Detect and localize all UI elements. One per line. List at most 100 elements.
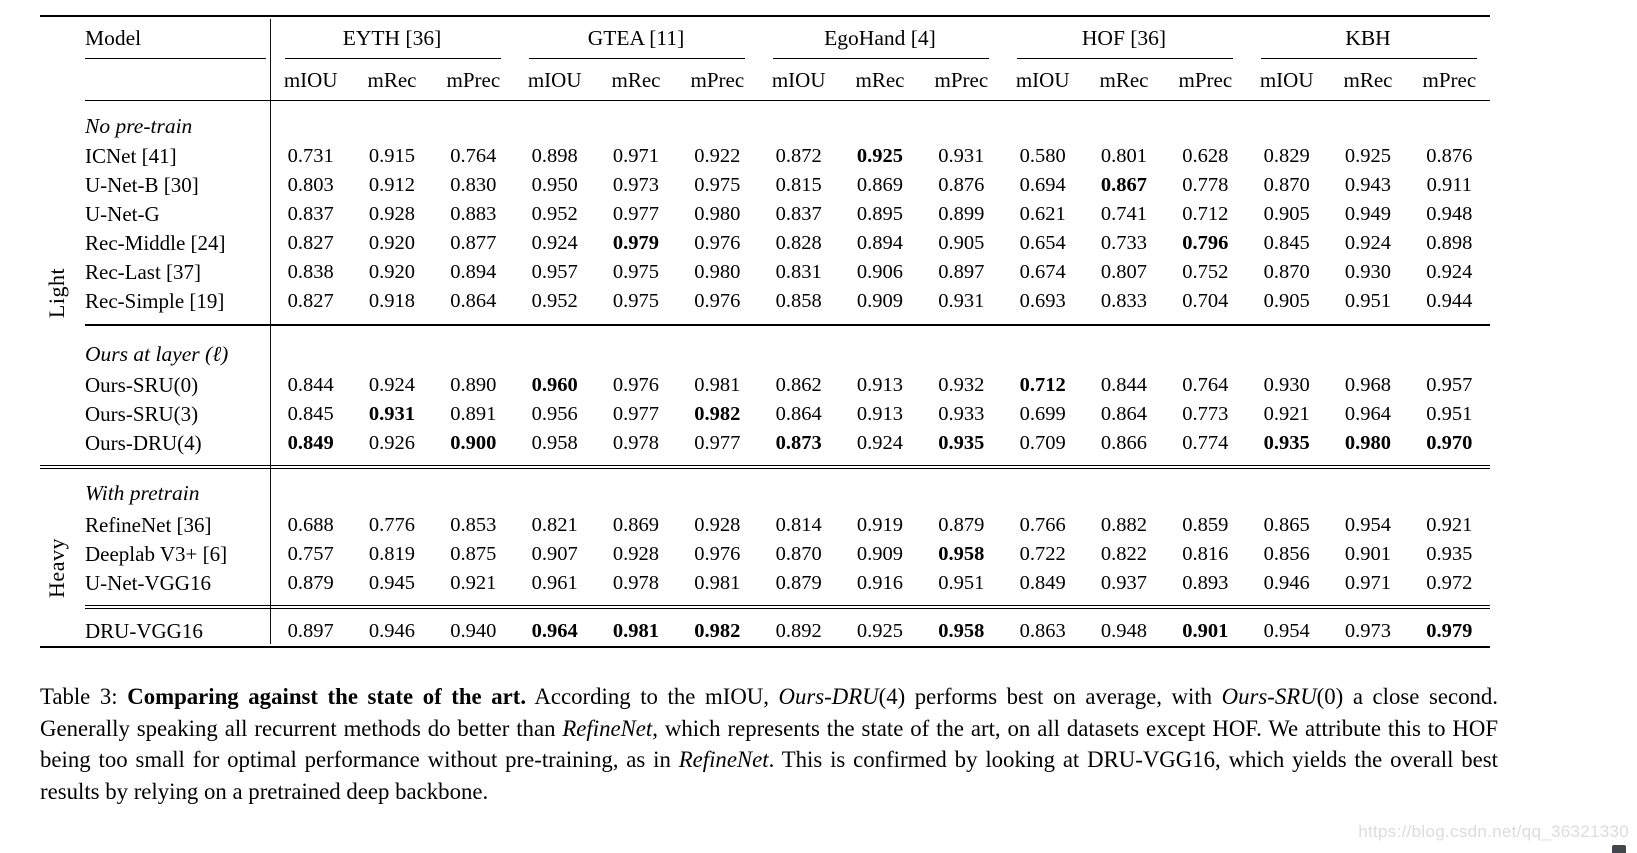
metric-header: mIOU [1015,67,1070,92]
metric-value: 0.979 [612,232,660,254]
metric-value: 0.869 [856,174,904,196]
metric-value: 0.895 [856,203,904,225]
metric-value: 0.919 [856,514,904,536]
metric-value: 0.957 [531,261,578,283]
metric-header: mRec [855,67,905,92]
metric-value: 0.975 [612,290,660,312]
metric-value: 0.764 [450,145,497,167]
metric-header-row: mIOU mRec mPrec mIOU mRec mPrec mIOU mRec mPrec m… [40,59,1490,101]
dataset-header: EgoHand [4] [824,25,936,50]
model-name: Deeplab V3+ [6] [85,542,228,566]
side-label-light-text: Light [44,267,70,319]
metric-value: 0.833 [1100,290,1148,312]
metric-value: 0.819 [368,543,416,565]
rule-row [40,598,1490,616]
metric-value: 0.899 [938,203,985,225]
metric-value: 0.890 [450,374,497,396]
metric-value: 0.949 [1344,203,1392,225]
metric-value: 0.876 [1426,145,1473,167]
header-bottom-rule [85,99,1490,101]
dataset-header-rule [285,57,501,59]
metric-header: mRec [367,67,417,92]
metric-value: 0.960 [531,374,578,396]
metric-value: 0.864 [1100,403,1148,425]
metric-header: mIOU [1259,67,1314,92]
metric-value: 0.580 [1019,145,1066,167]
metric-header: mIOU [283,67,338,92]
model-name: U-Net-B [30] [85,173,199,197]
metric-value: 0.829 [1263,145,1310,167]
metric-value: 0.976 [694,543,741,565]
metric-value: 0.858 [775,290,822,312]
metric-value: 0.879 [775,572,822,594]
metric-value: 0.856 [1263,543,1310,565]
model-column-header: Model [85,25,142,50]
table-row: Ours-SRU(3) 0.845 0.931 0.891 0.956 0.977 0.98… [40,400,1490,429]
metric-value: 0.912 [368,174,416,196]
metric-value: 0.837 [287,203,334,225]
results-table: Model EYTH [36] GTEA [11] EgoHand [4] HOF [3… [40,15,1490,648]
model-name: Rec-Simple [19] [85,289,225,313]
metric-value: 0.845 [1263,232,1310,254]
metric-value: 0.654 [1019,232,1066,254]
metric-value: 0.741 [1100,203,1148,225]
metric-value: 0.980 [1344,432,1392,454]
metric-value: 0.948 [1100,619,1148,642]
model-name: DRU-VGG16 [85,618,203,643]
model-name: Rec-Last [37] [85,260,202,284]
metric-value: 0.911 [1426,174,1473,196]
metric-value: 0.872 [775,145,822,167]
metric-value: 0.722 [1019,543,1066,565]
metric-value: 0.932 [938,374,985,396]
metric-value: 0.879 [938,514,985,536]
metric-value: 0.924 [531,232,578,254]
caption-segment: Comparing against the state of the art. [127,684,527,709]
metric-header: mRec [1343,67,1393,92]
metric-value: 0.913 [856,374,904,396]
metric-value: 0.894 [450,261,497,283]
rule-line [85,607,1490,610]
metric-value: 0.935 [938,432,985,454]
metric-value: 0.952 [531,290,578,312]
metric-value: 0.862 [775,374,822,396]
metric-value: 0.870 [775,543,822,565]
caption-segment: Ours-DRU [778,684,879,709]
metric-value: 0.863 [1019,619,1066,642]
metric-value: 0.807 [1100,261,1148,283]
caption-segment: Ours-SRU [1221,684,1317,709]
metric-value: 0.827 [287,232,334,254]
metric-value: 0.844 [287,374,334,396]
metric-value: 0.920 [368,261,416,283]
section-heading-row: Ours at layer (ℓ) [40,334,1490,371]
metric-value: 0.883 [450,203,497,225]
table-row: Rec-Simple [19] 0.827 0.918 0.864 0.952 0.975… [40,287,1490,316]
metric-value: 0.898 [531,145,578,167]
section-heading-row: No pre-train [40,101,1490,142]
metric-value: 0.694 [1019,174,1066,196]
metric-value: 0.924 [1426,261,1473,283]
metric-value: 0.943 [1344,174,1392,196]
metric-value: 0.958 [938,619,985,642]
metric-value: 0.935 [1426,543,1473,565]
metric-value: 0.975 [612,261,660,283]
metric-value: 0.909 [856,290,904,312]
dataset-header: GTEA [11] [587,25,685,50]
metric-value: 0.814 [775,514,822,536]
metric-value: 0.920 [368,232,416,254]
table-row: Rec-Middle [24] 0.827 0.920 0.877 0.924 0.979… [40,229,1490,258]
metric-header: mRec [1099,67,1149,92]
metric-value: 0.773 [1182,403,1229,425]
metric-value: 0.951 [1426,403,1473,425]
metric-value: 0.796 [1182,232,1229,254]
metric-value: 0.958 [938,543,985,565]
metric-value: 0.876 [938,174,985,196]
metric-value: 0.821 [531,514,578,536]
rule-line [40,467,1490,470]
metric-value: 0.935 [1263,432,1310,454]
metric-value: 0.978 [612,572,660,594]
metric-value: 0.973 [1344,619,1392,642]
metric-value: 0.764 [1182,374,1229,396]
metric-value: 0.928 [694,514,741,536]
metric-value: 0.921 [1426,514,1473,536]
metric-value: 0.757 [287,543,334,565]
